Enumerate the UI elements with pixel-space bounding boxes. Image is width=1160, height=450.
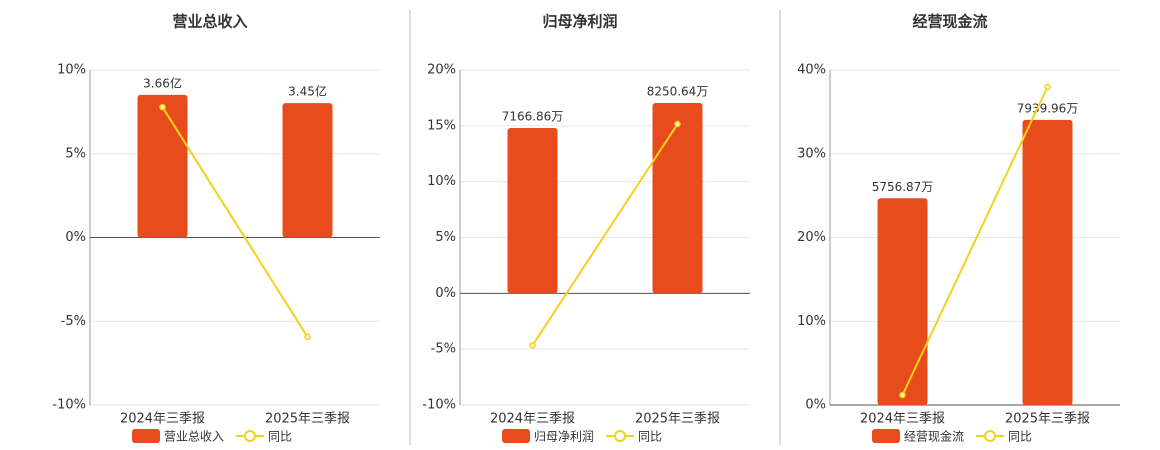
- chart-title: 经营现金流: [912, 13, 987, 31]
- bar: [507, 127, 558, 294]
- value-label: 5756.87万: [872, 180, 934, 194]
- value-label: 7939.96万: [1017, 101, 1079, 115]
- y-tick-label: -5%: [431, 342, 456, 357]
- legend-swatch: [614, 430, 627, 442]
- y-tick-label: 20%: [427, 63, 456, 78]
- x-tick-label: 2024年三季报: [490, 412, 575, 427]
- line: [531, 123, 679, 346]
- x-tick-label: 2025年三季报: [635, 412, 720, 427]
- bar: [652, 102, 703, 294]
- value-label: 8250.64万: [647, 84, 709, 98]
- legend-label: 经营现金流: [904, 429, 964, 444]
- bar: [877, 198, 928, 405]
- legend-swatch: [872, 429, 900, 443]
- line-point: [159, 103, 166, 111]
- y-tick-label: -10%: [52, 398, 86, 413]
- chart-title: 营业总收入: [172, 13, 247, 31]
- bar: [282, 103, 333, 238]
- legend-swatch: [984, 430, 997, 442]
- y-tick-label: -10%: [422, 398, 456, 413]
- line: [161, 106, 309, 338]
- x-tick-label: 2024年三季报: [860, 412, 945, 427]
- value-label: 3.45亿: [288, 84, 327, 99]
- line-point: [674, 120, 681, 128]
- y-tick-label: 40%: [797, 63, 826, 78]
- y-tick-label: 15%: [427, 118, 456, 133]
- legend-label: 同比: [268, 430, 292, 444]
- bar: [137, 94, 188, 238]
- x-tick-label: 2025年三季报: [265, 412, 350, 427]
- legend-swatch: [502, 429, 530, 443]
- y-tick-label: 5%: [65, 146, 86, 161]
- legend-label: 营业总收入: [164, 430, 224, 444]
- y-tick-label: 0%: [805, 398, 826, 413]
- value-label: 7166.86万: [502, 109, 564, 123]
- legend-label: 同比: [1008, 430, 1032, 444]
- y-tick-label: 10%: [797, 314, 826, 329]
- y-tick-label: 10%: [427, 174, 456, 189]
- y-tick-label: -5%: [61, 314, 86, 329]
- line-point: [1044, 83, 1051, 91]
- x-tick-label: 2025年三季报: [1005, 412, 1090, 427]
- y-tick-label: 0%: [65, 230, 86, 245]
- line-point: [304, 333, 311, 341]
- line-point: [529, 342, 536, 349]
- legend-swatch: [244, 430, 257, 442]
- line: [901, 86, 1049, 396]
- legend-label: 同比: [638, 430, 662, 444]
- line-point: [899, 391, 906, 399]
- x-tick-label: 2024年三季报: [120, 412, 205, 427]
- value-label: 3.66亿: [143, 75, 182, 90]
- legend-label: 归母净利润: [534, 430, 594, 444]
- y-tick-label: 30%: [797, 146, 826, 161]
- y-tick-label: 10%: [57, 63, 86, 78]
- y-tick-label: 20%: [797, 230, 826, 245]
- legend-swatch: [132, 429, 160, 443]
- y-tick-label: 0%: [435, 286, 456, 301]
- bar: [1022, 119, 1073, 405]
- chart-title: 归母净利润: [542, 13, 617, 31]
- y-tick-label: 5%: [435, 230, 456, 245]
